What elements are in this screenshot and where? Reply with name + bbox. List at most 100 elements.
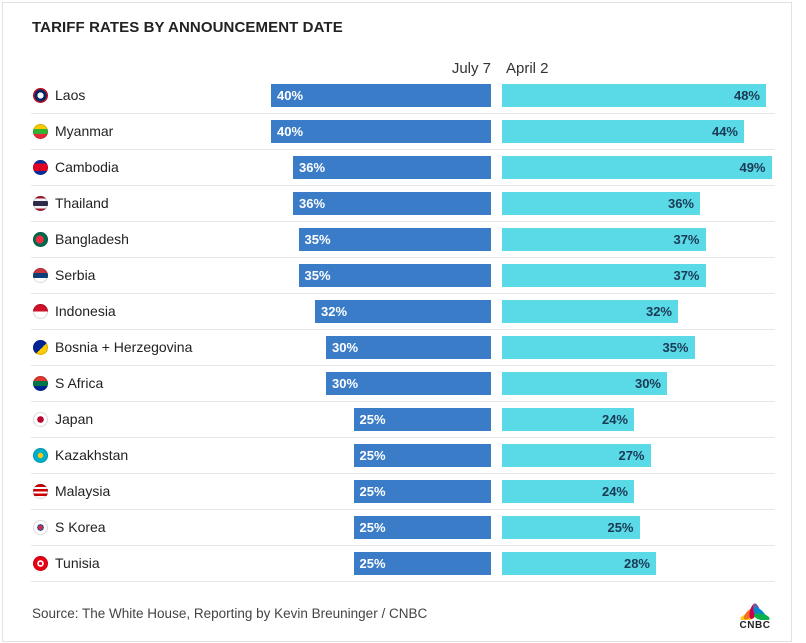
data-label-april-2: 24% <box>601 484 628 499</box>
bar-april-2 <box>502 264 706 287</box>
country-label: Kazakhstan <box>55 447 129 463</box>
row-divider <box>31 401 775 402</box>
data-label-july-7: 35% <box>304 268 331 283</box>
bar-july-7 <box>293 156 491 179</box>
row-divider <box>31 581 775 582</box>
malaysia-flag-icon <box>33 484 48 499</box>
legend-july-7: July 7 <box>451 60 491 77</box>
tunisia-flag-icon <box>33 556 48 571</box>
data-label-april-2: 27% <box>618 448 645 463</box>
thailand-flag-icon <box>33 196 48 211</box>
country-label: Cambodia <box>55 159 119 175</box>
country-label: Myanmar <box>55 123 114 139</box>
data-label-april-2: 35% <box>662 340 689 355</box>
bar-april-2 <box>502 552 656 575</box>
table-row: S Korea 25% 25% <box>0 515 806 551</box>
laos-flag-icon <box>33 88 48 103</box>
table-row: Tunisia 25% 28% <box>0 551 806 587</box>
country-label: Thailand <box>55 195 109 211</box>
data-label-july-7: 36% <box>299 160 326 175</box>
bar-july-7 <box>353 552 491 575</box>
table-row: Japan 25% 24% <box>0 407 806 443</box>
data-label-july-7: 30% <box>332 340 359 355</box>
table-row: S Africa 30% 30% <box>0 371 806 407</box>
country-label: Indonesia <box>55 303 116 319</box>
south-africa-flag-icon <box>33 376 48 391</box>
table-row: Serbia 35% 37% <box>0 263 806 299</box>
data-label-july-7: 25% <box>359 412 386 427</box>
bosnia-flag-icon <box>33 340 48 355</box>
table-row: Bangladesh 35% 37% <box>0 227 806 263</box>
data-label-april-2: 24% <box>601 412 628 427</box>
bar-july-7 <box>271 120 491 143</box>
country-label: Bangladesh <box>55 231 129 247</box>
cambodia-flag-icon <box>33 160 48 175</box>
row-divider <box>31 221 775 222</box>
bar-july-7 <box>293 192 491 215</box>
data-label-april-2: 28% <box>623 556 650 571</box>
table-row: Thailand 36% 36% <box>0 191 806 227</box>
data-label-july-7: 25% <box>359 484 386 499</box>
indonesia-flag-icon <box>33 304 48 319</box>
bar-april-2 <box>502 516 640 539</box>
data-label-april-2: 37% <box>673 268 700 283</box>
data-label-july-7: 30% <box>332 376 359 391</box>
country-label: Tunisia <box>55 555 100 571</box>
cnbc-logo: CNBC <box>735 598 775 632</box>
data-label-april-2: 25% <box>607 520 634 535</box>
bar-july-7 <box>353 408 491 431</box>
bangladesh-flag-icon <box>33 232 48 247</box>
table-row: Indonesia 32% 32% <box>0 299 806 335</box>
country-label: Japan <box>55 411 94 427</box>
data-label-april-2: 49% <box>739 160 766 175</box>
table-row: Kazakhstan 25% 27% <box>0 443 806 479</box>
data-label-july-7: 25% <box>359 556 386 571</box>
cnbc-logo-text: CNBC <box>739 620 771 631</box>
data-label-april-2: 48% <box>733 88 760 103</box>
row-divider <box>31 437 775 438</box>
bar-july-7 <box>271 84 491 107</box>
row-divider <box>31 545 775 546</box>
bar-april-2 <box>502 480 634 503</box>
country-label: Serbia <box>55 267 96 283</box>
bar-july-7 <box>326 372 491 395</box>
row-divider <box>31 509 775 510</box>
row-divider <box>31 473 775 474</box>
south-korea-flag-icon <box>33 520 48 535</box>
bar-april-2 <box>502 156 772 179</box>
myanmar-flag-icon <box>33 124 48 139</box>
kazakhstan-flag-icon <box>33 448 48 463</box>
bar-july-7 <box>353 480 491 503</box>
data-label-april-2: 30% <box>634 376 661 391</box>
bar-april-2 <box>502 408 634 431</box>
bar-april-2 <box>502 192 700 215</box>
bar-april-2 <box>502 120 744 143</box>
bar-april-2 <box>502 84 766 107</box>
table-row: Laos 40% 48% <box>0 83 806 119</box>
serbia-flag-icon <box>33 268 48 283</box>
row-divider <box>31 365 775 366</box>
japan-flag-icon <box>33 412 48 427</box>
row-divider <box>31 293 775 294</box>
bar-july-7 <box>298 264 491 287</box>
table-row: Cambodia 36% 49% <box>0 155 806 191</box>
row-divider <box>31 113 775 114</box>
peacock-icon <box>740 603 770 621</box>
data-label-july-7: 25% <box>359 520 386 535</box>
row-divider <box>31 149 775 150</box>
row-divider <box>31 185 775 186</box>
data-label-april-2: 44% <box>711 124 738 139</box>
bar-july-7 <box>353 516 491 539</box>
bar-july-7 <box>326 336 491 359</box>
bar-april-2 <box>502 372 667 395</box>
data-label-july-7: 36% <box>299 196 326 211</box>
country-label: S Korea <box>55 519 106 535</box>
data-label-april-2: 36% <box>667 196 694 211</box>
data-label-july-7: 32% <box>321 304 348 319</box>
bar-april-2 <box>502 228 706 251</box>
data-label-july-7: 35% <box>304 232 331 247</box>
data-label-july-7: 40% <box>277 124 304 139</box>
country-label: S Africa <box>55 375 104 391</box>
data-label-july-7: 25% <box>359 448 386 463</box>
peacock-feather <box>754 613 770 621</box>
